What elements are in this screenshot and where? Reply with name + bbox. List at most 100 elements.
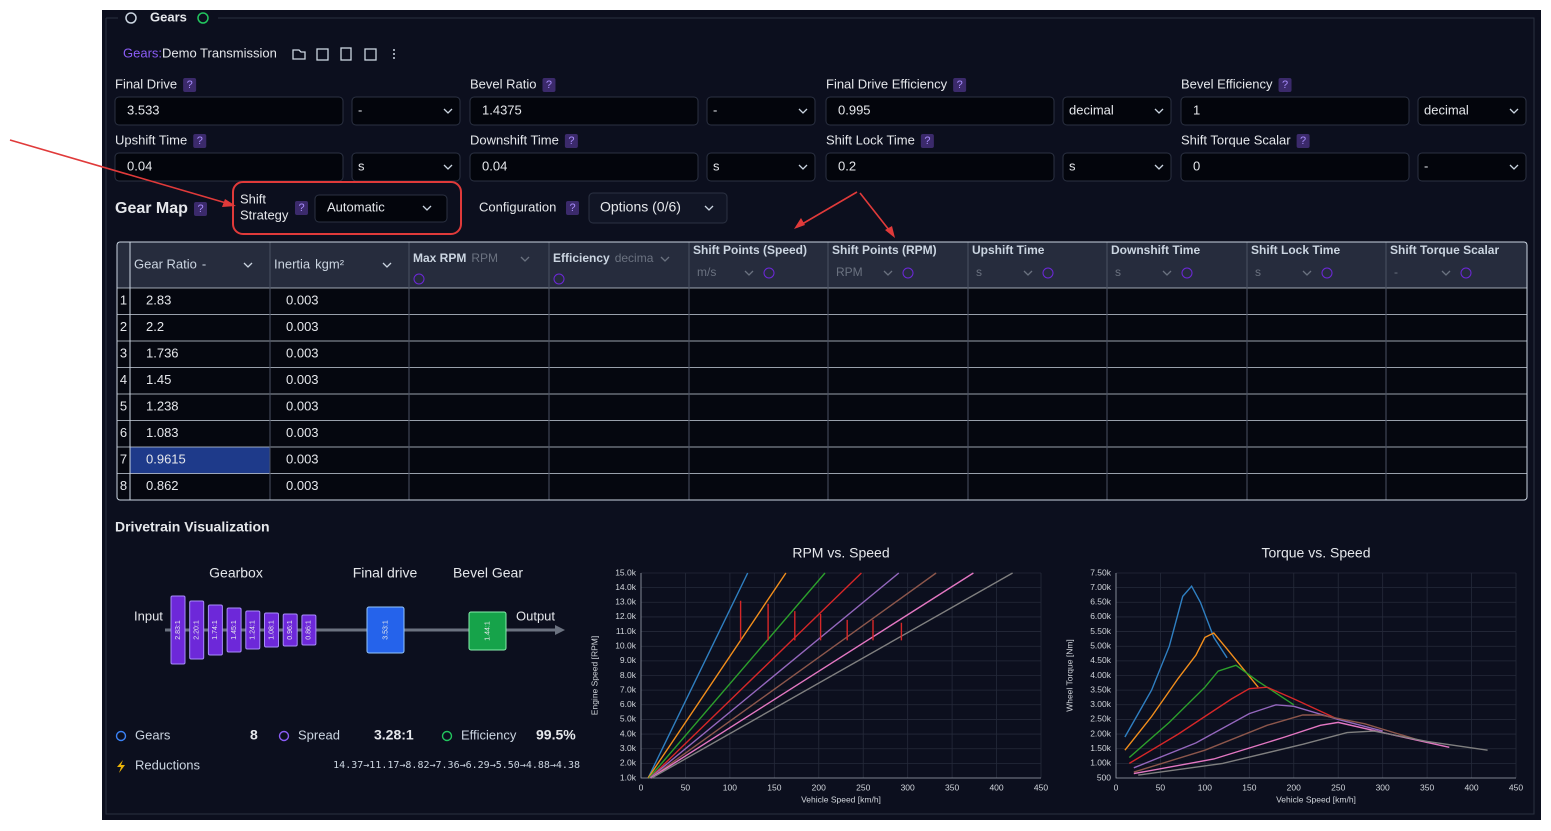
column-unit[interactable]: s xyxy=(976,265,982,279)
configuration-value[interactable]: Options (0/6) xyxy=(600,199,681,215)
notes-icon[interactable] xyxy=(364,48,377,61)
column-unit[interactable]: kgm² xyxy=(315,256,345,271)
column-toggle[interactable] xyxy=(413,273,425,285)
unit-select[interactable] xyxy=(1417,96,1527,126)
configuration-button[interactable] xyxy=(588,192,728,224)
help-badge[interactable] xyxy=(920,134,934,148)
column-name[interactable]: Shift Lock Time xyxy=(1251,243,1340,257)
cell[interactable]: 0.003 xyxy=(286,319,319,334)
cell[interactable]: 1.238 xyxy=(146,399,179,414)
help-icon[interactable]: ? xyxy=(1300,135,1306,147)
column-name[interactable]: Efficiency xyxy=(553,251,610,265)
help-badge[interactable] xyxy=(194,202,207,216)
unit-select[interactable] xyxy=(351,96,461,126)
field-value[interactable]: 0.2 xyxy=(838,158,856,173)
help-badge[interactable] xyxy=(1296,134,1310,148)
field-input[interactable] xyxy=(1180,152,1410,182)
column-unit[interactable]: - xyxy=(1394,265,1398,279)
unit-value[interactable]: - xyxy=(713,102,717,117)
field-input[interactable] xyxy=(469,96,699,126)
column-name[interactable]: Downshift Time xyxy=(1111,243,1200,257)
help-icon[interactable]: ? xyxy=(197,135,203,147)
help-icon[interactable]: ? xyxy=(1282,79,1288,91)
cell[interactable]: 0.003 xyxy=(286,452,319,467)
help-icon[interactable]: ? xyxy=(546,79,552,91)
unit-value[interactable]: - xyxy=(358,102,362,117)
menu-dot[interactable] xyxy=(393,53,395,55)
field-input[interactable] xyxy=(825,96,1055,126)
cell[interactable]: 0.003 xyxy=(286,346,319,361)
column-toggle[interactable] xyxy=(1042,267,1054,279)
column-toggle[interactable] xyxy=(763,267,775,279)
help-badge[interactable] xyxy=(193,134,207,148)
unit-value[interactable]: - xyxy=(1424,158,1428,173)
help-icon[interactable]: ? xyxy=(924,135,930,147)
new-icon[interactable] xyxy=(340,47,352,61)
field-input[interactable] xyxy=(469,152,699,182)
cell[interactable]: 0.003 xyxy=(286,372,319,387)
shift-strategy-select[interactable] xyxy=(314,194,448,223)
unit-select[interactable] xyxy=(1062,152,1172,182)
column-toggle[interactable] xyxy=(1460,267,1472,279)
unit-select[interactable] xyxy=(351,152,461,182)
column-toggle[interactable] xyxy=(1321,267,1333,279)
cell[interactable]: 0.003 xyxy=(286,478,319,493)
column-unit[interactable]: RPM xyxy=(471,251,498,265)
field-value[interactable]: 0.995 xyxy=(838,102,871,117)
unit-value[interactable]: s xyxy=(358,158,365,173)
field-value[interactable]: 0.04 xyxy=(482,158,507,173)
cell[interactable]: 0.003 xyxy=(286,399,319,414)
field-input[interactable] xyxy=(825,152,1055,182)
open-icon[interactable] xyxy=(292,49,306,60)
cell[interactable]: 0.003 xyxy=(286,425,319,440)
field-value[interactable]: 0 xyxy=(1193,158,1200,173)
help-icon[interactable]: ? xyxy=(568,135,574,147)
unit-value[interactable]: s xyxy=(1069,158,1076,173)
cell[interactable]: 2.2 xyxy=(146,319,164,334)
field-value[interactable]: 1.4375 xyxy=(482,102,522,117)
help-icon[interactable]: ? xyxy=(197,203,203,215)
help-badge[interactable] xyxy=(953,78,967,92)
column-name[interactable]: Gear Ratio xyxy=(134,256,197,271)
column-unit[interactable]: s xyxy=(1255,265,1261,279)
unit-select[interactable] xyxy=(706,152,816,182)
field-input[interactable] xyxy=(1180,96,1410,126)
cell[interactable]: 1.736 xyxy=(146,346,179,361)
field-input[interactable] xyxy=(114,96,344,126)
column-name[interactable]: Shift Points (Speed) xyxy=(693,243,807,257)
column-name[interactable]: Shift Torque Scalar xyxy=(1390,243,1499,257)
menu-dot[interactable] xyxy=(393,49,395,51)
help-badge[interactable] xyxy=(1278,78,1292,92)
help-icon[interactable]: ? xyxy=(298,202,304,214)
column-unit[interactable]: decima xyxy=(615,251,654,265)
cell[interactable]: 0.862 xyxy=(146,478,179,493)
help-badge[interactable] xyxy=(566,201,579,215)
column-name[interactable]: Upshift Time xyxy=(972,243,1045,257)
save-icon[interactable] xyxy=(316,48,329,61)
column-name[interactable]: Max RPM xyxy=(413,251,466,265)
field-value[interactable]: 0.04 xyxy=(127,158,152,173)
column-name[interactable]: Inertia xyxy=(274,256,311,271)
help-badge[interactable] xyxy=(564,134,578,148)
unit-value[interactable]: decimal xyxy=(1424,102,1469,117)
field-input[interactable] xyxy=(114,152,344,182)
column-toggle[interactable] xyxy=(553,273,565,285)
column-toggle[interactable] xyxy=(902,267,914,279)
cell[interactable]: 0.9615 xyxy=(146,452,186,467)
column-toggle[interactable] xyxy=(1181,267,1193,279)
help-icon[interactable]: ? xyxy=(569,202,575,214)
cell[interactable]: 1.083 xyxy=(146,425,179,440)
column-unit[interactable]: - xyxy=(202,256,206,271)
help-badge[interactable] xyxy=(295,201,308,215)
help-badge[interactable] xyxy=(542,78,556,92)
help-icon[interactable]: ? xyxy=(187,79,193,91)
menu-dot[interactable] xyxy=(393,57,395,59)
unit-value[interactable]: s xyxy=(713,158,720,173)
column-unit[interactable]: s xyxy=(1115,265,1121,279)
unit-value[interactable]: decimal xyxy=(1069,102,1114,117)
field-value[interactable]: 3.533 xyxy=(127,102,160,117)
column-unit[interactable]: RPM xyxy=(836,265,863,279)
shift-strategy-value[interactable]: Automatic xyxy=(327,199,385,214)
unit-select[interactable] xyxy=(1417,152,1527,182)
cell[interactable]: 2.83 xyxy=(146,293,171,308)
